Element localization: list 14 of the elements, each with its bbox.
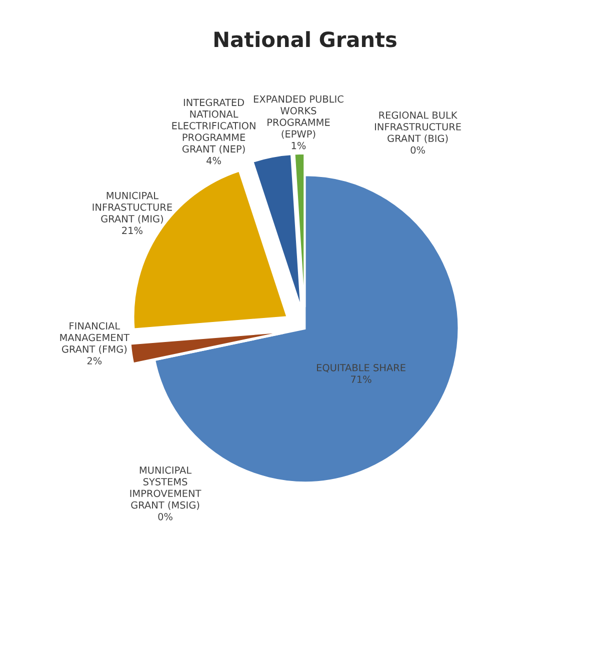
slice-label: EQUITABLE SHARE bbox=[317, 364, 406, 372]
category-label: MUNICIPAL SYSTEMS IMPROVEMENT GRANT (MSIG) bbox=[130, 466, 202, 510]
text: 0% bbox=[410, 146, 425, 154]
category-label: REGIONAL BULK INFRASTRUCTURE GRANT (BIG) bbox=[375, 111, 461, 144]
slice-label: FINANCIAL MANAGEMENT GRANT (FMG) bbox=[60, 322, 130, 354]
data-label: 2% bbox=[87, 357, 102, 364]
data-label: 1% bbox=[292, 142, 306, 150]
text: 0% bbox=[158, 512, 172, 520]
data-label: 21% bbox=[122, 226, 142, 234]
chart-title: National Grants bbox=[214, 31, 396, 48]
slice-label: MUNICIPAL INFRASTUCTURE GRANT (MIG) bbox=[92, 192, 172, 224]
data-label: 71% bbox=[351, 376, 372, 383]
slice-label: INTEGRATED NATIONAL ELECTRIFICATION PROGRAMME GRANT (NEP) bbox=[172, 98, 256, 154]
data-label: 4% bbox=[206, 156, 221, 164]
